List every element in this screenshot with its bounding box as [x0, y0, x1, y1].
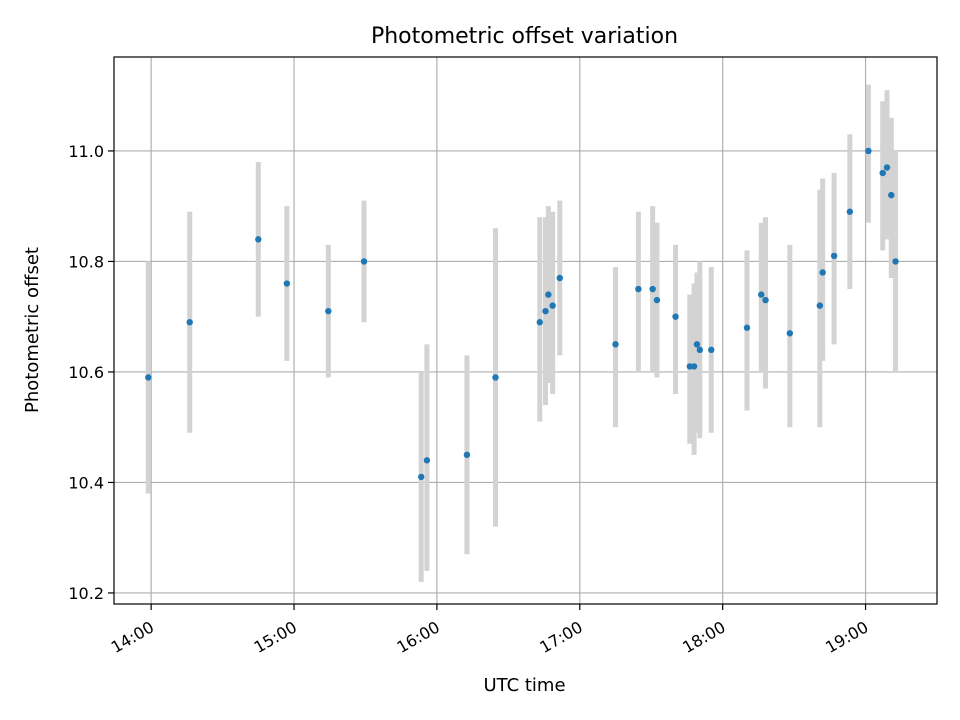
data-point: [883, 164, 891, 171]
data-point: [653, 296, 661, 304]
data-point: [696, 346, 704, 354]
data-point: [708, 346, 715, 354]
x-axis-label: UTC time: [483, 675, 565, 696]
data-point: [145, 374, 152, 381]
data-point: [283, 280, 291, 287]
data-point: [672, 313, 679, 320]
axes-frame: [113, 56, 938, 605]
y-tick-label: 10.4: [68, 473, 104, 492]
data-point: [879, 169, 886, 177]
data-point: [545, 291, 552, 298]
data-point: [846, 208, 854, 215]
y-axis-ticks: 10.2 10.4 10.6 10.8 11.0: [68, 142, 114, 603]
plot-area: [114, 57, 937, 604]
data-point: [556, 274, 563, 282]
data-point: [612, 341, 619, 348]
y-tick-label: 10.8: [68, 252, 104, 271]
data-point: [830, 252, 838, 260]
y-axis-label: Photometric offset: [22, 247, 43, 413]
data-point: [635, 285, 642, 293]
chart-title: Photometric offset variation: [371, 24, 678, 49]
data-point: [649, 285, 656, 293]
data-point: [892, 258, 899, 265]
data-point: [463, 451, 471, 459]
data-point: [816, 302, 824, 309]
data-point: [690, 363, 698, 370]
data-point: [325, 307, 332, 315]
data-point: [536, 319, 543, 326]
data-point: [417, 473, 425, 481]
data-point: [743, 324, 751, 331]
data-point: [423, 457, 431, 464]
data-point: [186, 319, 193, 326]
y-tick-label: 10.2: [68, 584, 104, 603]
data-points: [145, 147, 899, 481]
y-tick-label: 10.6: [68, 363, 104, 382]
grid: [114, 57, 937, 604]
data-point: [255, 236, 262, 243]
data-point: [492, 374, 499, 381]
data-point: [786, 330, 794, 337]
data-point: [819, 269, 826, 276]
y-tick-label: 11.0: [68, 142, 104, 161]
data-point: [360, 258, 368, 265]
data-point: [549, 302, 556, 309]
data-point: [542, 307, 549, 315]
data-point: [762, 296, 769, 304]
data-point: [693, 341, 701, 348]
data-point: [865, 147, 872, 155]
data-point: [888, 191, 895, 199]
data-point: [758, 291, 765, 298]
